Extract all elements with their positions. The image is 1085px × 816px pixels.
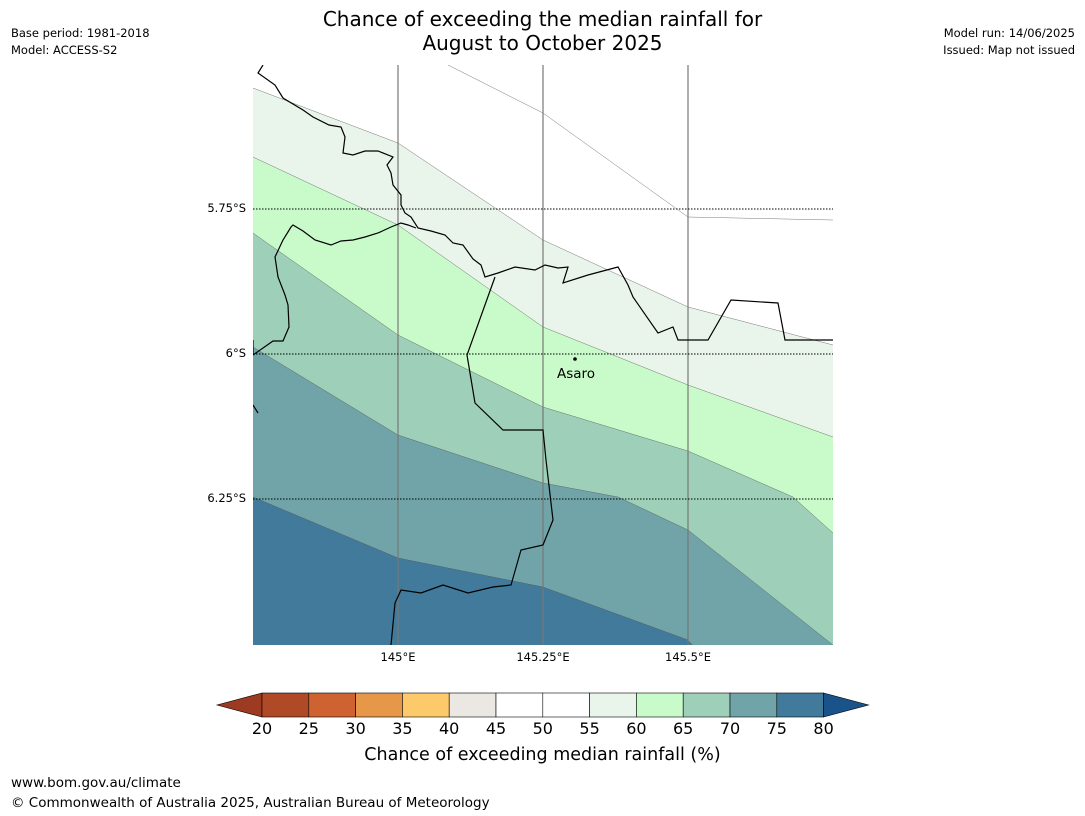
colorbar-tick-30: 30 [345, 719, 366, 738]
colorbar-tick-50: 50 [532, 719, 553, 738]
asaro-marker [573, 357, 577, 361]
colorbar-box-60-65 [636, 692, 684, 718]
map-title: Chance of exceeding the median rainfall … [0, 7, 1085, 55]
asaro-label: Asaro [557, 366, 595, 382]
colorbar-tick-75: 75 [766, 719, 787, 738]
lon-label-145: 145°E [380, 650, 416, 664]
lon-label-145-25: 145.25°E [516, 650, 570, 664]
colorbar-extend-low [215, 692, 263, 718]
colorbar [215, 692, 870, 718]
base-period-text: Base period: 1981-2018 [11, 26, 150, 40]
title-line-1: Chance of exceeding the median rainfall … [322, 7, 763, 31]
colorbar-tick-65: 65 [673, 719, 694, 738]
colorbar-tick-25: 25 [298, 719, 319, 738]
colorbar-box-35-40 [402, 692, 450, 718]
colorbar-box-40-45 [448, 692, 497, 718]
lat-label-6-25: 6.25°S [207, 491, 246, 505]
title-line-2: August to October 2025 [422, 31, 663, 55]
colorbar-box-70-75 [729, 692, 778, 718]
model-run-text: Model run: 14/06/2025 [943, 26, 1075, 40]
model-text: Model: ACCESS-S2 [11, 43, 118, 57]
colorbar-tick-55: 55 [579, 719, 600, 738]
colorbar-box-20-25 [261, 692, 310, 718]
colorbar-tick-80: 80 [813, 719, 834, 738]
colorbar-tick-70: 70 [719, 719, 741, 738]
colorbar-tick-40: 40 [439, 719, 460, 738]
colorbar-box-30-35 [355, 692, 403, 718]
colorbar-box-45-50 [495, 692, 544, 718]
colorbar-tick-60: 60 [626, 719, 647, 738]
colorbar-box-75-80 [776, 692, 824, 718]
meta-left: Base period: 1981-2018 Model: ACCESS-S2 [11, 25, 150, 59]
lat-label-6: 6°S [225, 346, 246, 360]
colorbar-box-25-30 [308, 692, 356, 718]
issued-text: Issued: Map not issued [943, 43, 1075, 57]
lon-label-145-5: 145.5°E [665, 650, 711, 664]
boundary-lines [253, 65, 833, 645]
footer-url: www.bom.gov.au/climate [11, 775, 181, 791]
colorbar-box-65-70 [682, 692, 731, 718]
footer-copyright: © Commonwealth of Australia 2025, Austra… [11, 795, 490, 811]
meridian-lines [397, 65, 689, 645]
colorbar-tick-45: 45 [485, 719, 507, 738]
colorbar-box-55-60 [589, 692, 637, 718]
colorbar-label: Chance of exceeding median rainfall (%) [364, 745, 721, 765]
parallel-lines [253, 208, 833, 500]
zone-75-80 [253, 497, 693, 645]
lat-label-5-75: 5.75°S [207, 201, 246, 215]
colorbar-tick-20: 20 [251, 719, 273, 738]
colorbar-boxes [215, 692, 870, 718]
colorbar-extend-high [823, 692, 870, 718]
colorbar-tick-35: 35 [392, 719, 413, 738]
colorbar-box-50-55 [542, 692, 590, 718]
meta-right: Model run: 14/06/2025 Issued: Map not is… [943, 25, 1075, 59]
rainfall-map: Asaro [253, 65, 833, 645]
